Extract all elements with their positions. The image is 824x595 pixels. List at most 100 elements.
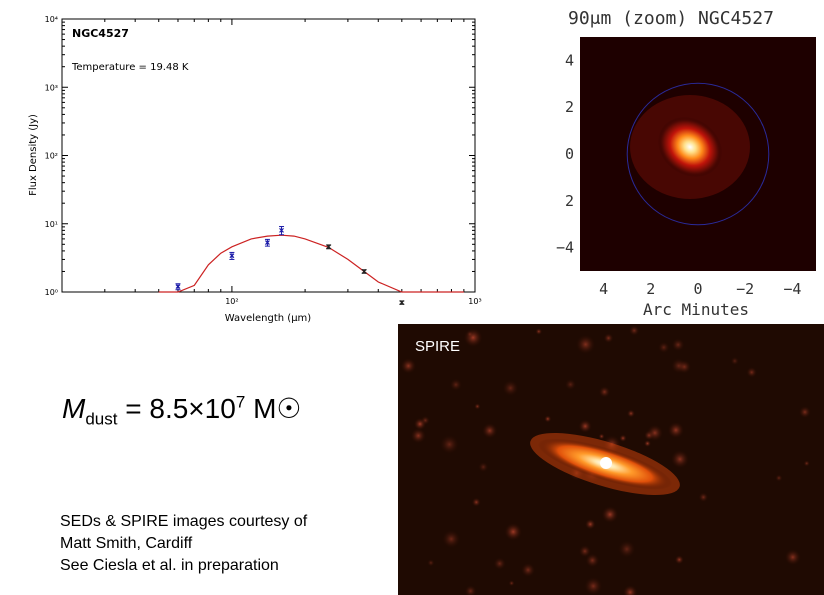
spire-background-source [617,540,636,558]
spire-background-source [667,421,685,439]
spire-background-source [474,403,481,410]
spire-background-source [466,330,474,338]
spire-background-source [413,417,427,431]
spire-image [398,324,824,595]
spire-background-source [601,506,619,523]
spire-background-source [578,545,592,558]
sed-model-curve [158,234,464,293]
spire-background-source [449,378,463,391]
spire-background-source [575,334,596,355]
spire-background-source [658,341,670,354]
spire-background-source [442,529,461,549]
spire-background-source [478,461,489,473]
spire-background-source [730,356,739,366]
dust-mass-equation: Mdust = 8.5×107 M☉ [62,392,302,430]
zoom-aperture-circle [626,82,770,226]
sed-y-tick-label: 10² [45,152,58,161]
zoom-x-tick-label: 0 [693,280,702,298]
spire-background-source [603,333,614,344]
spire-background-source [544,415,552,423]
spire-background-source [464,585,477,595]
sed-data-point [326,244,332,250]
spire-background-source [746,366,758,378]
spire-background-source [598,386,611,398]
zoom-x-axis-label: Arc Minutes [643,300,749,319]
sed-y-tick-label: 10¹ [45,220,58,229]
spire-background-source [784,549,801,566]
sed-data-point [279,227,284,233]
zoom-heatmap: 90μm (zoom) NGC4527 Arc Minutes 4 2 0 −2 −4 4… [556,8,816,319]
zoom-x-tick-label: −4 [783,280,801,298]
sed-y-tick-label: 10³ [45,83,58,92]
sed-x-axis-label: Wavelength (μm) [225,313,312,324]
spire-background-source [643,439,652,448]
zoom-y-tick-label: 2 [565,98,574,116]
zoom-y-tick-label: −4 [556,239,574,257]
credit-line: Matt Smith, Cardiff [60,535,193,552]
spire-background-source [646,424,664,442]
spire-background-source [671,338,685,352]
mass-subscript: dust [85,409,118,429]
zoom-y-tick-label: 4 [565,51,574,69]
spire-background-source [504,522,523,541]
spire-background-source [520,562,536,578]
spire-background-source [619,434,627,442]
sed-y-tick-label: 10⁴ [45,15,58,24]
mass-symbol: M [62,393,86,424]
zoom-x-tick-label: 4 [599,280,608,298]
spire-background-source [578,419,592,433]
spire-label: SPIRE [415,338,461,355]
sed-y-tick-label: 10⁰ [45,288,58,297]
spire-background-source [584,518,596,530]
spire-background-source [508,580,515,587]
spire-background-source [463,328,483,348]
spire-background-source [427,559,435,567]
spire-background-source [798,406,811,419]
mass-exponent: 7 [235,392,246,412]
spire-background-source [585,553,600,568]
sed-data-point [229,253,235,259]
spire-background-source [439,434,460,455]
spire-background-source [481,422,498,439]
sed-data-point [361,269,367,274]
spire-background-source [670,449,690,469]
sed-title: NGC4527 [72,27,129,40]
spire-background-source [493,557,506,570]
spire-background-source [628,325,640,336]
sed-y-axis-label: Flux Density (Jy) [28,114,39,196]
spire-background-source [803,460,810,467]
sed-x-tick-label: 10³ [468,297,481,306]
zoom-title: 90μm (zoom) NGC4527 [568,8,774,29]
spire-background-source [671,358,687,374]
zoom-x-tick-label: −2 [736,280,754,298]
sed-data-point [175,284,181,290]
zoom-source [657,116,723,178]
sed-chart: NGC4527 Temperature = 19.48 K Wavelength… [28,15,482,324]
spire-background-source [622,584,638,595]
spire-background-source [400,358,417,374]
spire-background-source [502,379,519,397]
sed-data-point [265,240,270,245]
spire-background-source [535,328,543,335]
sed-data-point [399,300,405,305]
mass-unit: M [253,393,277,424]
spire-background-source [584,576,603,595]
spire-background-source [775,474,783,482]
credit-line: See Ciesla et al. in preparation [60,557,279,574]
zoom-y-tick-label: 0 [565,145,574,163]
zoom-x-tick-label: 2 [646,280,655,298]
sed-x-tick-label: 10² [225,297,238,306]
spire-galaxy-core [600,457,612,469]
spire-background-source [598,433,605,440]
sed-plot-frame [61,18,476,293]
spire-background-source [564,378,577,391]
spire-background-source [626,409,636,418]
credits: SEDs & SPIRE images courtesy of Matt Smi… [60,511,307,577]
spire-background-source [471,497,481,507]
spire-background-source [410,427,427,444]
spire-background-source [674,555,684,565]
credit-line: SEDs & SPIRE images courtesy of [60,513,308,530]
sed-temperature-annotation: Temperature = 19.48 K [71,62,189,73]
sun-symbol: ☉ [276,393,302,424]
zoom-y-tick-label: 2 [565,192,574,210]
